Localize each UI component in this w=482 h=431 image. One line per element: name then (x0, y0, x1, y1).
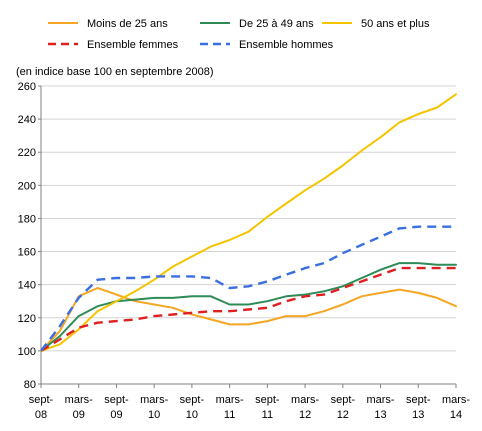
y-tick-label-100: 100 (18, 346, 36, 358)
y-tick-label-240: 240 (18, 114, 36, 126)
x-tick-label-2-month: mars- (65, 394, 93, 406)
x-tick-label-2-year: 09 (73, 409, 85, 421)
y-tick-label-80: 80 (24, 379, 36, 391)
x-tick-label-12-month: sept- (255, 394, 280, 406)
legend-label-0: Moins de 25 ans (87, 18, 168, 30)
legend-label-1: De 25 à 49 ans (239, 18, 314, 30)
series-line-2 (40, 93, 457, 352)
y-tick-label-200: 200 (18, 180, 36, 192)
legend-label-3: Ensemble femmes (87, 39, 179, 51)
x-tick-label-8-year: 10 (186, 409, 198, 421)
x-tick-label-16-month: sept- (331, 394, 356, 406)
x-tick-label-10-year: 11 (224, 409, 235, 421)
x-tick-label-0-month: sept- (29, 394, 54, 406)
x-tick-label-6-month: mars- (140, 394, 168, 406)
x-tick-label-22-year: 14 (450, 409, 462, 421)
x-tick-label-8-month: sept- (180, 394, 205, 406)
legend-label-2: 50 ans et plus (361, 18, 430, 30)
x-tick-label-6-year: 10 (148, 409, 160, 421)
x-tick-label-20-month: sept- (406, 394, 431, 406)
y-tick-label-120: 120 (18, 313, 36, 325)
x-tick-label-0-year: 08 (35, 409, 47, 421)
x-tick-label-14-year: 12 (299, 409, 311, 421)
series-line-3 (40, 266, 456, 352)
y-tick-label-180: 180 (18, 213, 36, 225)
grid-lines (41, 85, 456, 352)
series-line-4 (40, 225, 456, 352)
series-line-1 (40, 262, 457, 352)
y-tick-label-220: 220 (18, 147, 36, 159)
x-tick-label-20-year: 13 (412, 409, 424, 421)
y-tick-labels: 80 100 120 140 160 180 200 220 240 260 (18, 81, 36, 391)
legend-label-4: Ensemble hommes (239, 39, 334, 51)
series-line-0 (40, 287, 457, 352)
axes (38, 85, 457, 388)
x-tick-labels: sept- 08 mars- 09 sept- 09 mars- 10 sept- 10 mars-… (29, 394, 471, 421)
x-tick-label-16-year: 12 (337, 409, 349, 421)
x-tick-label-12-year: 11 (262, 409, 273, 421)
x-tick-label-22-month: mars- (442, 394, 470, 406)
x-tick-label-14-month: mars- (291, 394, 319, 406)
x-tick-label-10-month: mars- (216, 394, 244, 406)
chart-note: (en indice base 100 en septembre 2008) (16, 66, 214, 78)
x-tick-label-4-year: 09 (110, 409, 122, 421)
x-tick-label-4-month: sept- (104, 394, 129, 406)
x-tick-label-18-month: mars- (366, 394, 394, 406)
legend: Moins de 25 ans De 25 à 49 ans 50 ans et p… (48, 18, 430, 51)
x-tick-label-18-year: 13 (374, 409, 386, 421)
y-tick-label-140: 140 (18, 280, 36, 292)
series-lines (40, 93, 457, 352)
y-tick-label-260: 260 (18, 81, 36, 93)
y-tick-label-160: 160 (18, 247, 36, 259)
